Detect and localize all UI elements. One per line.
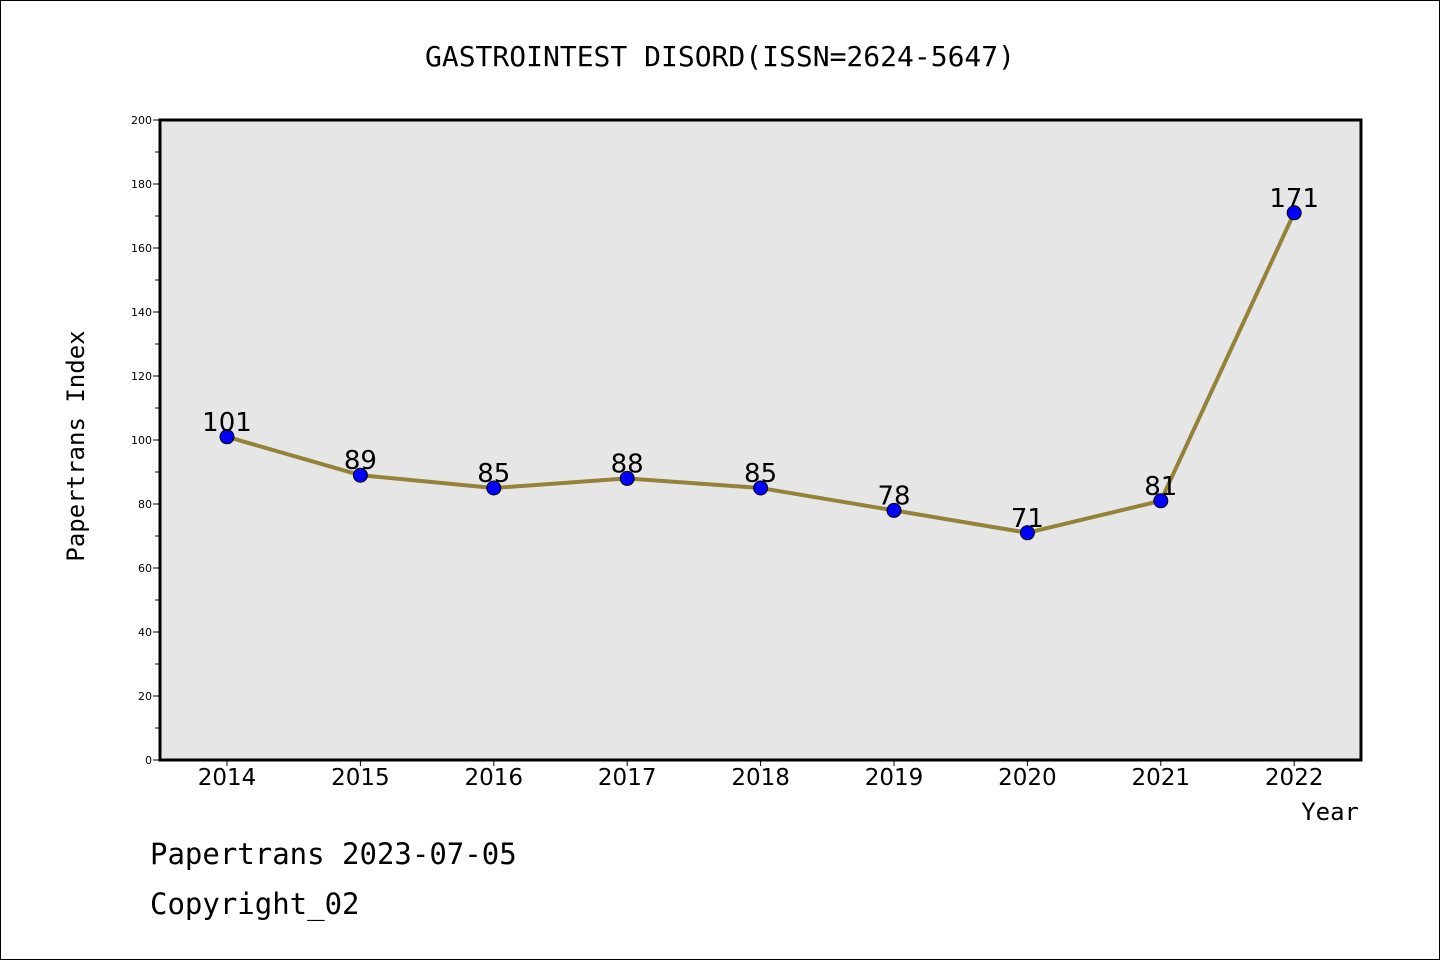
data-label: 88 <box>611 449 644 479</box>
data-point <box>1286 205 1302 221</box>
x-tick-label: 2019 <box>865 765 924 791</box>
data-point <box>352 467 368 483</box>
data-point <box>1019 525 1035 541</box>
data-label: 101 <box>202 408 252 438</box>
data-point <box>619 470 635 486</box>
footer-copyright: Copyright_02 <box>150 887 360 922</box>
data-point <box>1153 493 1169 509</box>
x-axis: 2014 2015 2016 2017 2018 2019 2020 2021 2022 <box>198 760 1324 791</box>
y-tick-label: 40 <box>138 626 152 639</box>
data-label: 71 <box>1011 504 1044 534</box>
data-label: 78 <box>877 481 910 511</box>
x-axis-label: Year <box>1301 798 1359 826</box>
chart-title: GASTROINTEST DISORD(ISSN=2624-5647) <box>425 40 1015 73</box>
y-tick-label: 100 <box>131 434 152 447</box>
data-point <box>486 480 502 496</box>
data-label: 85 <box>744 459 777 489</box>
data-label: 171 <box>1269 184 1319 214</box>
data-point <box>886 502 902 518</box>
x-tick-label: 2018 <box>731 765 790 791</box>
y-tick-label: 160 <box>131 242 152 255</box>
footer-date: Papertrans 2023-07-05 <box>150 837 517 871</box>
x-tick-label: 2014 <box>198 765 257 791</box>
x-tick-label: 2020 <box>998 765 1057 791</box>
data-point <box>219 429 235 445</box>
y-tick-label: 200 <box>131 114 152 127</box>
y-tick-label: 80 <box>138 498 152 511</box>
data-label: 81 <box>1144 472 1177 502</box>
x-tick-label: 2016 <box>465 765 524 791</box>
y-axis: 0 20 40 60 80 100 120 140 160 180 200 <box>131 114 160 767</box>
data-point-group <box>219 205 1302 541</box>
y-tick-label: 140 <box>131 306 152 319</box>
x-tick-label: 2021 <box>1132 765 1191 791</box>
plot-area <box>158 118 1363 762</box>
y-tick-label: 60 <box>138 562 152 575</box>
y-tick-label: 120 <box>131 370 152 383</box>
y-tick-label: 0 <box>145 754 152 767</box>
y-axis-label: Papertrans Index <box>62 330 90 561</box>
x-tick-label: 2015 <box>331 765 390 791</box>
y-tick-label: 180 <box>131 178 152 191</box>
data-label-group: 101 89 85 88 85 78 71 81 171 <box>202 184 1319 534</box>
x-tick-label: 2017 <box>598 765 657 791</box>
x-tick-label: 2022 <box>1265 765 1324 791</box>
y-tick-label: 20 <box>138 690 152 703</box>
data-point <box>753 480 769 496</box>
data-label: 89 <box>344 446 377 476</box>
data-label: 85 <box>477 459 510 489</box>
